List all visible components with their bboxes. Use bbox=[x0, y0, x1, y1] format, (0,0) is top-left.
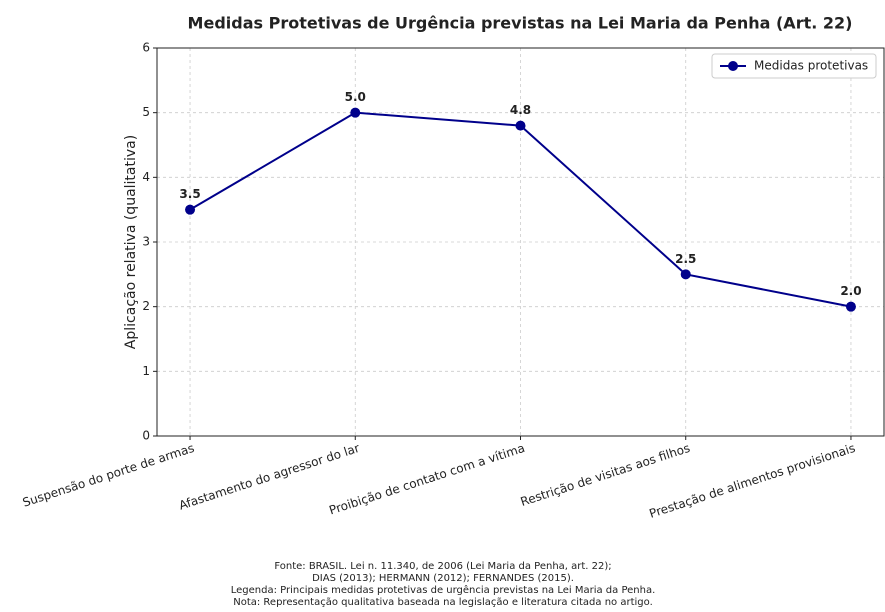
marker bbox=[185, 204, 196, 215]
footnote: Fonte: BRASIL. Lei n. 11.340, de 2006 (L… bbox=[274, 561, 611, 572]
legend-label: Medidas protetivas bbox=[754, 59, 868, 73]
footnote: DIAS (2013); HERMANN (2012); FERNANDES (… bbox=[312, 573, 574, 584]
data-label: 2.0 bbox=[840, 284, 861, 298]
y-tick-label: 6 bbox=[142, 41, 150, 55]
y-tick-label: 5 bbox=[142, 105, 150, 119]
y-tick-label: 3 bbox=[142, 235, 150, 249]
marker bbox=[350, 107, 361, 118]
data-label: 5.0 bbox=[345, 90, 366, 104]
footnote: Nota: Representação qualitativa baseada … bbox=[233, 597, 653, 608]
marker bbox=[845, 301, 856, 312]
chart-title: Medidas Protetivas de Urgência previstas… bbox=[188, 14, 853, 33]
data-label: 2.5 bbox=[675, 252, 696, 266]
marker bbox=[515, 120, 526, 131]
plot-frame bbox=[156, 47, 885, 437]
y-tick-label: 0 bbox=[142, 429, 150, 443]
x-tick-label: Restrição de visitas aos filhos bbox=[519, 441, 692, 509]
y-tick-label: 4 bbox=[142, 170, 150, 184]
y-axis-label: Aplicação relativa (qualitativa) bbox=[123, 135, 139, 349]
marker bbox=[680, 269, 691, 280]
legend-box bbox=[711, 53, 877, 79]
legend-marker bbox=[728, 61, 738, 71]
y-tick-label: 1 bbox=[142, 364, 150, 378]
data-label: 4.8 bbox=[510, 103, 531, 117]
y-tick-label: 2 bbox=[142, 299, 150, 313]
x-tick-label: Suspensão do porte de armas bbox=[21, 441, 196, 510]
footnote: Legenda: Principais medidas protetivas d… bbox=[231, 584, 656, 596]
data-label: 3.5 bbox=[179, 187, 200, 201]
